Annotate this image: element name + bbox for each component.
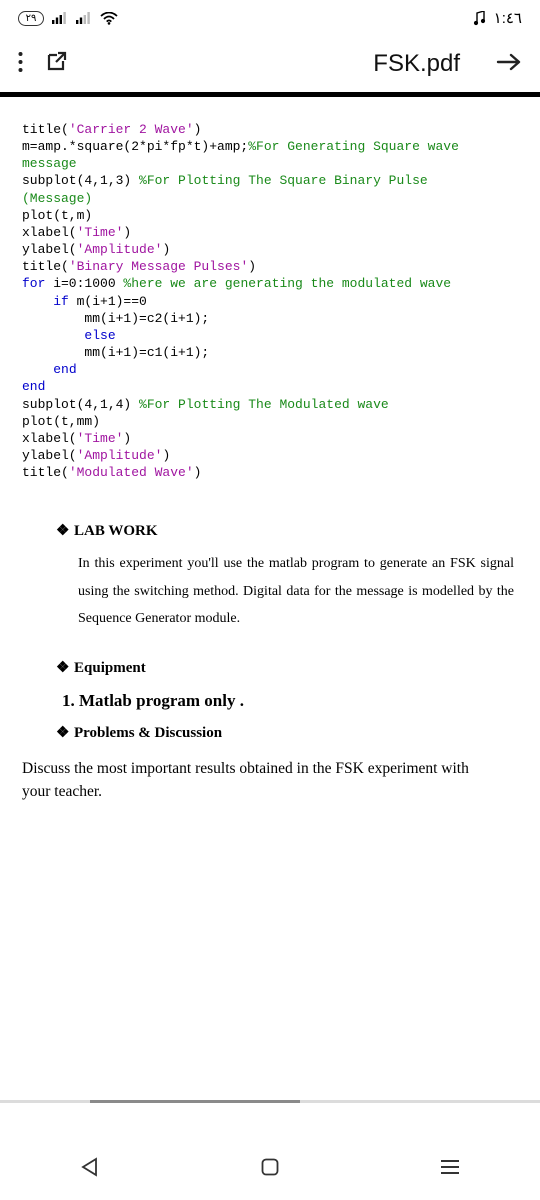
status-time: ١:٤٦ (494, 9, 522, 27)
horizontal-scroll-track[interactable] (0, 1100, 540, 1103)
discussion-paragraph: Discuss the most important results obtai… (22, 758, 496, 803)
nav-back-button[interactable] (70, 1147, 110, 1187)
equipment-item: 1. Matlab program only . (62, 691, 518, 711)
nav-recents-button[interactable] (430, 1147, 470, 1187)
nav-home-button[interactable] (250, 1147, 290, 1187)
system-nav-bar (0, 1134, 540, 1200)
status-right: ١:٤٦ (473, 9, 522, 27)
open-external-icon[interactable] (45, 51, 67, 78)
signal-icon-2 (76, 12, 92, 24)
heading-equipment: ❖Equipment (56, 658, 518, 677)
code-block: title('Carrier 2 Wave') m=amp.*square(2*… (22, 121, 518, 481)
signal-icon-1 (52, 12, 68, 24)
more-menu-icon[interactable] (18, 51, 23, 78)
battery-percent: ٢٩ (26, 13, 37, 24)
battery-icon: ٢٩ (18, 11, 44, 26)
lab-work-paragraph: In this experiment you'll use the matlab… (78, 550, 514, 632)
document-body[interactable]: title('Carrier 2 Wave') m=amp.*square(2*… (0, 97, 540, 1200)
wifi-icon (100, 12, 118, 25)
status-bar: ٢٩ ١:٤٦ (0, 0, 540, 36)
horizontal-scroll-thumb[interactable] (90, 1100, 300, 1103)
back-arrow-icon[interactable] (496, 52, 522, 77)
heading-lab-work: ❖LAB WORK (56, 521, 518, 540)
heading-problems: ❖Problems & Discussion (56, 723, 518, 742)
document-title: FSK.pdf (373, 50, 460, 78)
music-note-icon (473, 11, 486, 26)
status-left: ٢٩ (18, 11, 118, 26)
app-header: FSK.pdf (0, 36, 540, 92)
